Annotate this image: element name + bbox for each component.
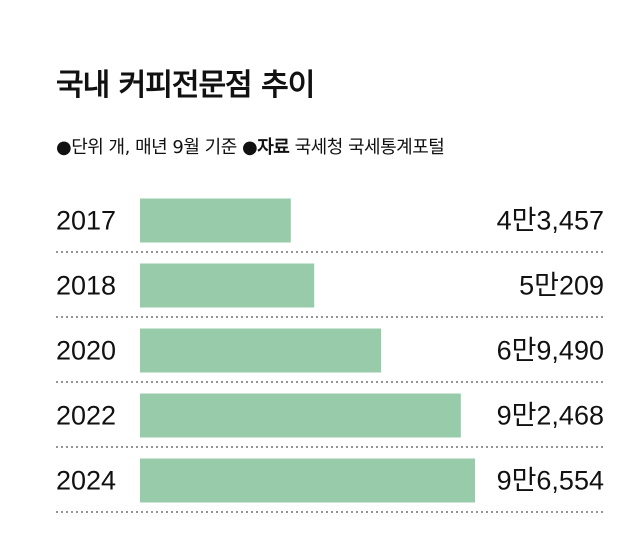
value-label: 9만6,554	[497, 466, 604, 496]
unit-note: 단위 개, 매년 9월 기준	[71, 137, 237, 158]
value-label: 9만2,468	[497, 401, 604, 431]
category-label: 2017	[56, 206, 116, 236]
bullet-icon: ●	[56, 137, 72, 158]
value-label: 4만3,457	[497, 206, 604, 236]
bullet-icon: ●	[242, 137, 258, 158]
bar-2017	[140, 198, 291, 243]
category-label: 2020	[56, 336, 116, 366]
bar-2020	[140, 328, 382, 373]
source-label: 자료	[257, 137, 290, 158]
value-label: 6만9,490	[497, 336, 604, 366]
category-label: 2018	[56, 271, 116, 301]
chart-title: 국내 커피전문점 추이	[56, 68, 315, 103]
bar-2018	[140, 263, 315, 308]
category-label: 2022	[56, 401, 116, 431]
bar-2022	[140, 393, 461, 438]
value-label: 5만209	[519, 271, 604, 301]
chart-note: ●단위 개, 매년 9월 기준 ●자료 국세청 국세통계포털	[56, 133, 445, 159]
source-text: 국세청 국세통계포털	[294, 137, 445, 158]
bar-2024	[140, 458, 475, 503]
category-label: 2024	[56, 466, 116, 496]
